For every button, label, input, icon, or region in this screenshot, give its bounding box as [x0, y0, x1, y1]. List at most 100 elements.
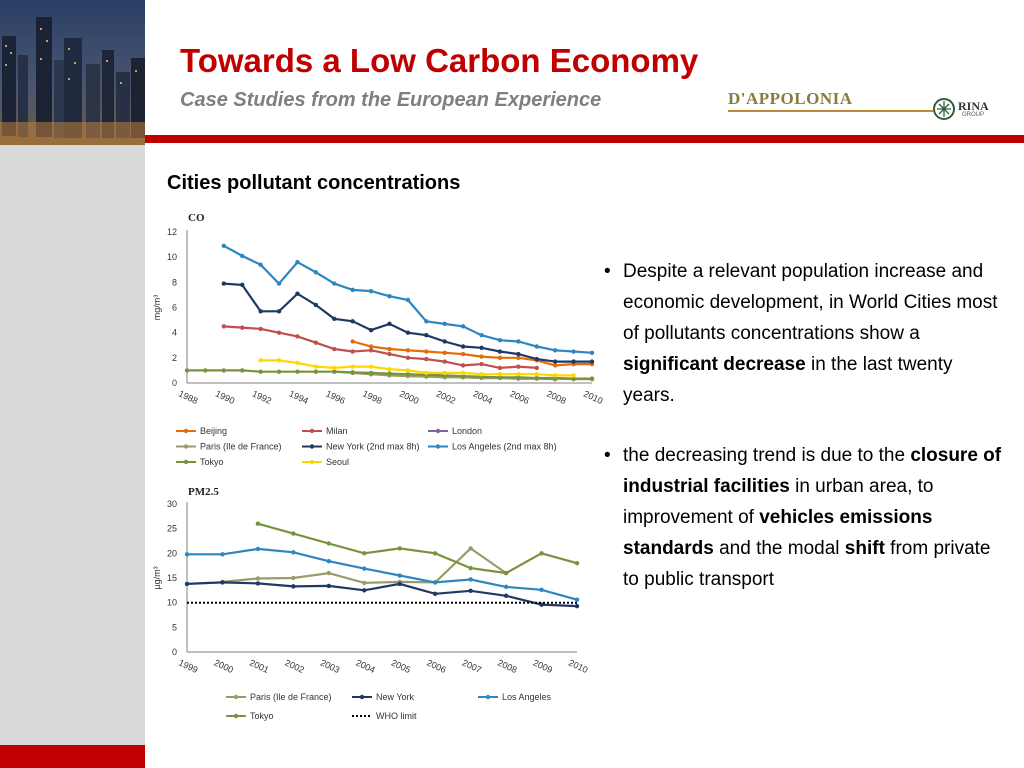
data-point: [326, 541, 332, 546]
data-point: [255, 521, 261, 526]
series-line-0: [352, 340, 592, 367]
data-point: [387, 371, 392, 376]
y-tick-label: 6: [172, 303, 177, 313]
data-point: [258, 262, 263, 267]
y-tick-label: 10: [167, 252, 177, 262]
x-tick-label: 2004: [472, 389, 494, 407]
data-point: [184, 552, 190, 557]
data-point: [460, 363, 466, 368]
header-city-photo: [0, 0, 145, 145]
data-point: [220, 552, 225, 557]
data-point: [326, 559, 332, 564]
x-tick-label: 2005: [390, 658, 412, 676]
data-point: [405, 297, 411, 303]
data-point: [571, 373, 576, 378]
data-point: [313, 270, 319, 275]
series-line-1: [223, 325, 537, 370]
legend-marker: [183, 428, 189, 434]
legend-label: Los Angeles (2nd max 8h): [452, 442, 557, 452]
data-point: [479, 371, 484, 377]
bullet-text: Despite a relevant population increase a…: [623, 261, 998, 344]
data-point: [460, 373, 466, 379]
pm25-chart: PM2.5 0 5 10 15 20 25 30 µg/m³ 1999 2000 2001 2002 20…: [152, 486, 589, 721]
data-point: [221, 281, 227, 286]
data-point: [424, 332, 429, 338]
data-point: [442, 339, 447, 344]
data-point: [255, 546, 261, 552]
bullet-text: from private to public transport: [623, 538, 991, 590]
data-point: [387, 321, 392, 327]
data-point: [221, 324, 227, 329]
data-point: [221, 368, 227, 373]
legend-marker: [233, 694, 239, 700]
data-point: [368, 327, 374, 333]
legend-marker: [309, 444, 315, 449]
data-point: [295, 291, 300, 296]
data-point: [503, 584, 509, 590]
data-point: [516, 375, 521, 380]
x-tick-label: 2010: [567, 658, 589, 676]
data-point: [468, 577, 473, 582]
data-point: [534, 344, 539, 349]
data-point: [534, 356, 539, 362]
data-point: [240, 368, 245, 373]
x-tick-label: 2002: [283, 658, 305, 676]
data-point: [350, 287, 355, 293]
data-point: [387, 366, 392, 372]
data-point: [203, 368, 208, 373]
data-point: [516, 351, 521, 357]
bullet-item: Despite a relevant population increase a…: [602, 256, 1007, 411]
legend-marker: [309, 459, 315, 465]
data-point: [291, 531, 296, 536]
rina-logo-text: RINA: [958, 99, 989, 113]
data-point: [442, 370, 447, 376]
data-point: [255, 581, 261, 586]
data-point: [368, 364, 374, 369]
data-point: [497, 375, 503, 380]
data-point: [432, 551, 438, 556]
data-point: [479, 332, 484, 338]
y-tick-label: 0: [172, 378, 177, 388]
rina-logo-subtext: GROUP: [962, 112, 985, 118]
x-tick-label: 1994: [288, 389, 310, 407]
x-tick-label: 2007: [461, 658, 483, 676]
legend-marker: [183, 444, 189, 449]
slide-subtitle: Case Studies from the European Experienc…: [180, 89, 602, 111]
data-point: [432, 580, 438, 585]
bullet-emphasis-text: shift: [844, 538, 885, 559]
legend-label: Beijing: [200, 426, 227, 436]
data-point: [552, 359, 558, 364]
data-point: [405, 330, 411, 335]
data-point: [460, 351, 466, 357]
bullet-emphasis-text: closure of industrial facilities: [623, 445, 1002, 497]
data-point: [276, 358, 282, 363]
data-point: [497, 338, 503, 343]
data-point: [534, 365, 539, 371]
data-point: [387, 351, 392, 357]
data-point: [362, 566, 367, 571]
legend-label: Seoul: [326, 457, 349, 467]
data-point: [574, 561, 580, 566]
x-tick-label: 2006: [425, 658, 447, 676]
x-tick-label: 1990: [214, 389, 236, 407]
legend-label: WHO limit: [376, 711, 417, 721]
data-point: [497, 349, 503, 354]
legend-marker: [435, 428, 441, 434]
data-point: [220, 580, 225, 585]
x-tick-label: 2008: [545, 389, 567, 407]
data-point: [291, 550, 296, 555]
legend-label: Paris (Ile de France): [200, 442, 282, 452]
data-point: [534, 375, 539, 381]
legend-marker: [485, 694, 491, 700]
data-point: [184, 581, 190, 587]
data-point: [258, 369, 263, 374]
legend-label: Tokyo: [250, 711, 274, 721]
data-point: [313, 340, 319, 345]
data-point: [479, 354, 484, 359]
bullet-emphasis-text: significant decrease: [623, 354, 806, 375]
data-point: [350, 319, 355, 324]
data-point: [240, 253, 245, 259]
series-line-3: [257, 522, 578, 575]
slide-title: Towards a Low Carbon Economy: [180, 42, 699, 79]
y-tick-label: 12: [167, 227, 177, 237]
